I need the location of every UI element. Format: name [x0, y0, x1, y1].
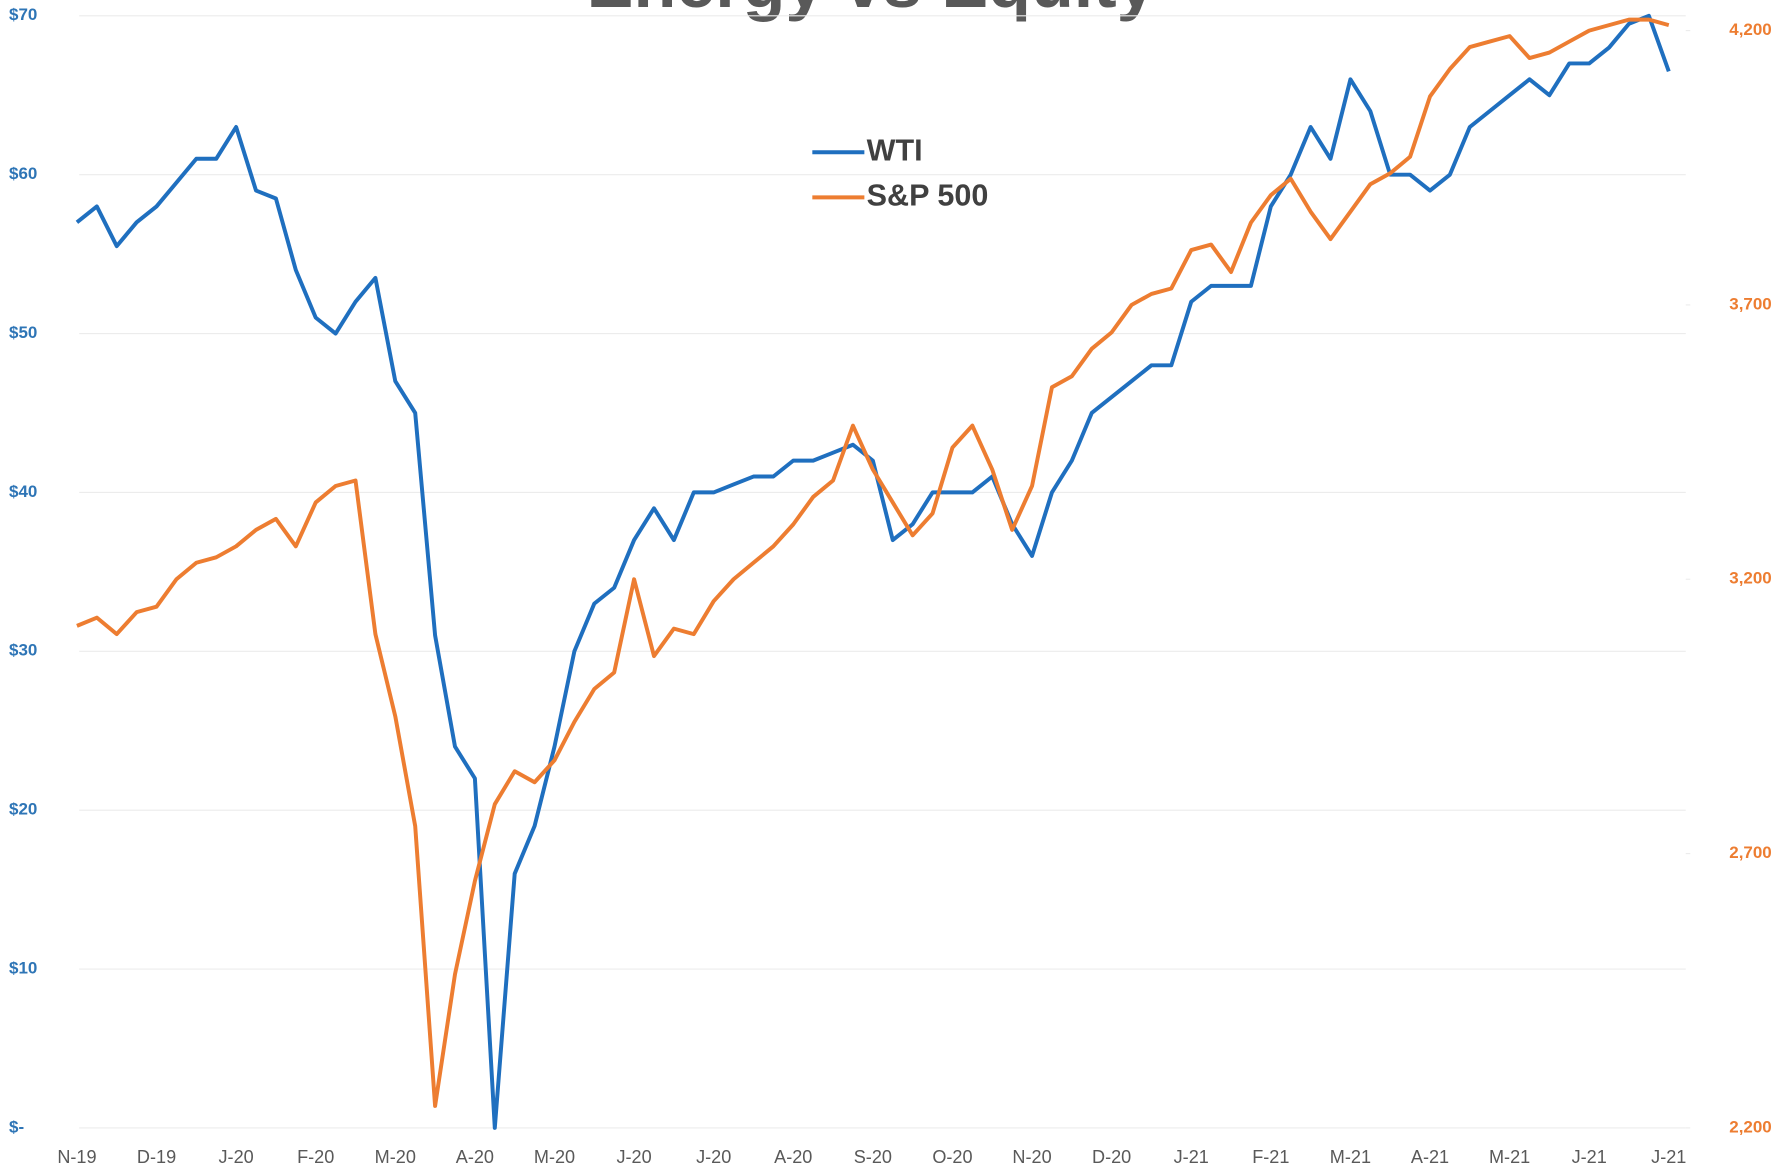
- x-tick-label: J-21: [1174, 1147, 1209, 1167]
- x-tick-label: M-20: [375, 1147, 416, 1167]
- x-tick-label: J-20: [696, 1147, 731, 1167]
- x-tick-label: J-20: [219, 1147, 254, 1167]
- legend-label: WTI: [867, 133, 923, 167]
- y-tick-label: $20: [9, 800, 37, 819]
- x-tick-label: D-20: [1092, 1147, 1131, 1167]
- chart-title: Energy vs Equity: [587, 0, 1156, 22]
- data-line: [75, 13, 1671, 1130]
- x-tick-label: M-21: [1330, 1147, 1371, 1167]
- y-tick-label: $40: [9, 482, 37, 501]
- x-tick-label: D-19: [137, 1147, 176, 1167]
- x-tick-label: S-20: [854, 1147, 892, 1167]
- y-tick-label: $-: [9, 1117, 24, 1136]
- x-tick-label: M-20: [534, 1147, 575, 1167]
- y2-tick-label: 3,700: [1729, 294, 1771, 313]
- y2-tick-label: 3,200: [1729, 569, 1771, 588]
- data-line: [76, 17, 1670, 1108]
- legend-label: S&P 500: [867, 178, 989, 212]
- y-tick-label: $50: [9, 323, 37, 342]
- x-tick-label: J-21: [1651, 1147, 1686, 1167]
- x-tick-label: J-20: [616, 1147, 651, 1167]
- x-tick-label: O-20: [932, 1147, 972, 1167]
- y2-tick-label: 4,200: [1729, 20, 1771, 39]
- x-tick-label: F-21: [1252, 1147, 1289, 1167]
- y-tick-label: $70: [9, 5, 37, 24]
- x-tick-label: N-20: [1012, 1147, 1051, 1167]
- y2-tick-label: 2,700: [1729, 843, 1771, 862]
- x-tick-label: A-20: [456, 1147, 494, 1167]
- y-tick-label: $60: [9, 164, 37, 183]
- y2-tick-label: 2,200: [1729, 1117, 1771, 1136]
- y-tick-label: $30: [9, 641, 37, 660]
- y-tick-label: $10: [9, 958, 37, 977]
- x-tick-label: J-21: [1572, 1147, 1607, 1167]
- x-tick-label: M-21: [1489, 1147, 1530, 1167]
- x-tick-label: A-20: [774, 1147, 812, 1167]
- x-tick-label: A-21: [1411, 1147, 1449, 1167]
- x-tick-label: F-20: [297, 1147, 334, 1167]
- x-tick-label: N-19: [57, 1147, 96, 1167]
